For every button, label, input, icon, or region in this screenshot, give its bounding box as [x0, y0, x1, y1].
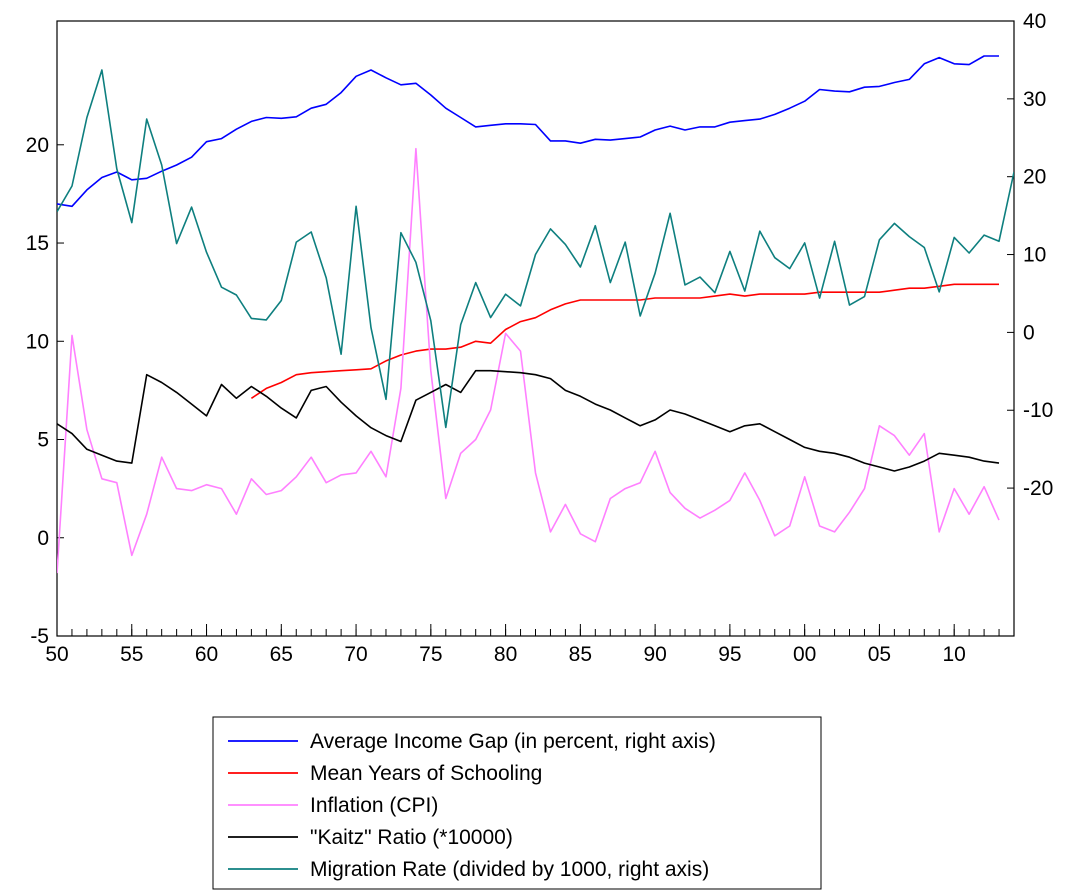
- series-line-2: [250, 283, 999, 399]
- y-left-tick-label: 20: [26, 134, 49, 157]
- legend-label-1: Average Income Gap (in percent, right ax…: [310, 730, 716, 753]
- y-right-tick-label: 40: [1023, 10, 1046, 33]
- x-tick-label: 00: [793, 643, 816, 666]
- axes: 50 55 60 65 70 75 80 85 90 95 00 05 10-505101520-20-…: [26, 10, 1054, 666]
- series-line-1: [57, 55, 999, 208]
- x-tick-label: 85: [569, 643, 592, 666]
- y-left-tick-label: 10: [26, 330, 49, 353]
- x-tick-label: 05: [868, 643, 891, 666]
- series-line-3: [57, 147, 1000, 574]
- series-line-5: [57, 69, 1014, 429]
- y-right-tick-label: 10: [1023, 244, 1046, 267]
- y-left-tick-label: 5: [37, 429, 49, 452]
- series-line-4: [57, 369, 1000, 472]
- x-tick-label: 95: [718, 643, 741, 666]
- legend-label-3: Inflation (CPI): [310, 794, 438, 817]
- series-lines: [57, 55, 1014, 574]
- x-tick-label: 55: [120, 643, 143, 666]
- legend-box: [212, 716, 822, 890]
- y-right-tick-label: 30: [1023, 88, 1046, 111]
- legend-label-5: Migration Rate (divided by 1000, right a…: [310, 858, 709, 881]
- y-right-tick-label: 20: [1023, 166, 1046, 189]
- legend: Average Income Gap (in percent, right ax…: [212, 716, 822, 890]
- y-left-tick-label: 0: [37, 527, 49, 550]
- y-left-tick-label: -5: [30, 625, 49, 648]
- x-tick-label: 80: [494, 643, 517, 666]
- x-tick-label: 90: [643, 643, 666, 666]
- plot-area-frame: [56, 20, 1015, 637]
- x-tick-label: 70: [344, 643, 367, 666]
- y-left-tick-label: 15: [26, 232, 49, 255]
- x-tick-label: 65: [270, 643, 293, 666]
- y-right-tick-label: -20: [1023, 477, 1053, 500]
- x-tick-label: 60: [195, 643, 218, 666]
- x-tick-label: 10: [943, 643, 966, 666]
- x-tick-label: 50: [45, 643, 68, 666]
- x-tick-label: 75: [419, 643, 442, 666]
- y-right-tick-label: 0: [1023, 321, 1035, 344]
- y-right-tick-label: -10: [1023, 399, 1053, 422]
- legend-label-4: "Kaitz" Ratio (*10000): [310, 826, 513, 849]
- legend-label-2: Mean Years of Schooling: [310, 762, 542, 785]
